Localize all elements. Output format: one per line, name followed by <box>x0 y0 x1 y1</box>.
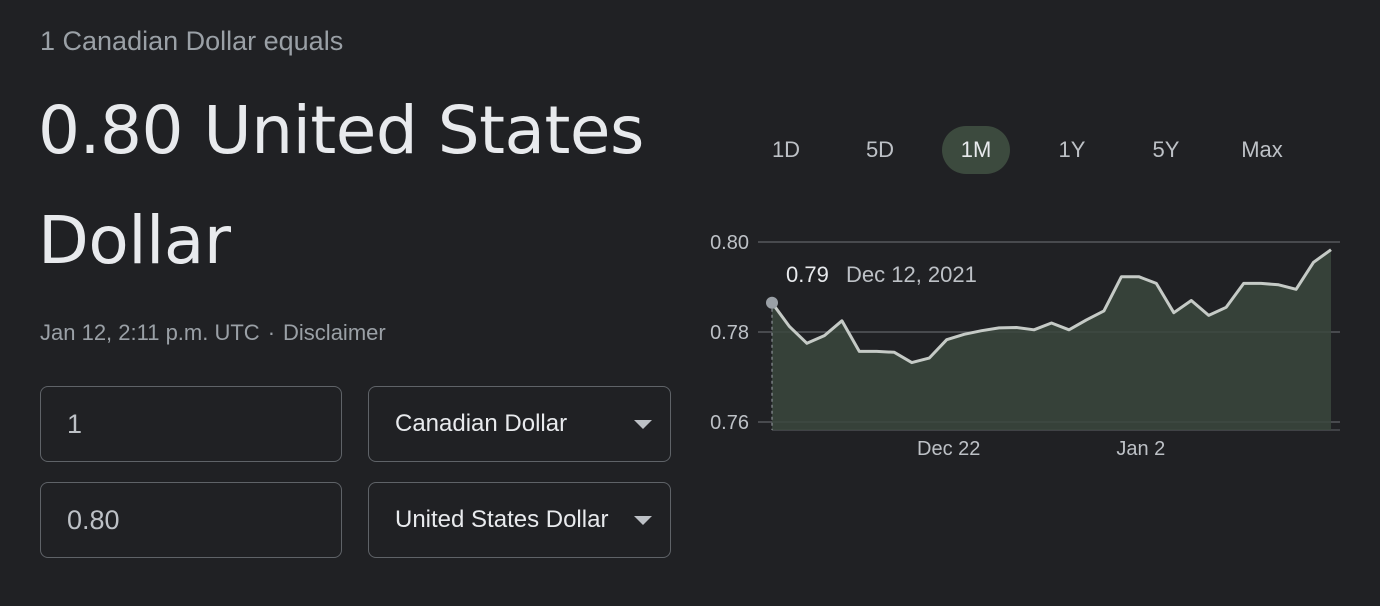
tooltip-date: Dec 12, 2021 <box>846 262 977 287</box>
to-amount-input[interactable]: 0.80 <box>40 482 342 558</box>
from-currency-select[interactable]: Canadian Dollar <box>368 386 671 462</box>
tab-1y[interactable]: 1Y <box>1058 137 1086 162</box>
tab-5y[interactable]: 5Y <box>1152 137 1180 162</box>
to-amount-value: 0.80 <box>67 504 120 535</box>
tab-1d[interactable]: 1D <box>771 137 801 162</box>
from-amount-value: 1 <box>67 408 83 439</box>
timestamp: Jan 12, 2:11 p.m. UTC <box>40 320 260 345</box>
tab-5d[interactable]: 5D <box>865 137 895 162</box>
to-currency-label: United States Dollar <box>395 506 609 533</box>
from-amount-input[interactable]: 1 <box>40 386 342 462</box>
tooltip-value: 0.79 <box>786 262 829 287</box>
y-tick-label: 0.78 <box>710 322 749 344</box>
hover-indicator-dot <box>766 296 778 309</box>
from-currency-label: Canadian Dollar <box>395 410 568 437</box>
conversion-subtitle: 1 Canadian Dollar equals <box>40 26 344 56</box>
to-currency-select[interactable]: United States Dollar <box>368 482 671 558</box>
timestamp-row: Jan 12, 2:11 p.m. UTC · Disclaimer <box>40 320 386 346</box>
x-tick-label: Jan 2 <box>1116 438 1165 460</box>
x-tick-label: Dec 22 <box>917 438 980 460</box>
dropdown-arrow-icon <box>634 420 652 429</box>
y-tick-label: 0.80 <box>710 232 749 254</box>
chart-range-tabs: 1D 5D 1M 1Y 5Y Max <box>740 126 1360 176</box>
tab-1m[interactable]: 1M <box>942 126 1010 174</box>
chart-series-line <box>770 248 1332 365</box>
y-tick-label: 0.76 <box>710 412 749 434</box>
separator: · <box>267 320 276 345</box>
converted-amount-headline: 0.80 United States Dollar <box>38 92 644 279</box>
disclaimer-link[interactable]: Disclaimer <box>283 320 386 345</box>
dropdown-arrow-icon <box>634 516 652 525</box>
chart-area-fill <box>772 249 1331 430</box>
tab-max[interactable]: Max <box>1241 137 1283 162</box>
